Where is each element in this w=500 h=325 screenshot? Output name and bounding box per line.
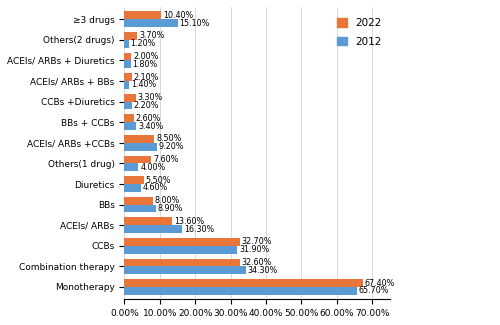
Bar xyxy=(124,279,363,287)
Text: 15.10%: 15.10% xyxy=(180,19,210,28)
Bar xyxy=(124,205,156,213)
Text: 32.70%: 32.70% xyxy=(242,237,272,246)
Bar xyxy=(124,217,172,225)
Text: 2.10%: 2.10% xyxy=(134,73,159,82)
Text: 8.00%: 8.00% xyxy=(154,196,180,205)
Bar xyxy=(124,259,240,266)
Bar xyxy=(124,40,128,48)
Text: 67.40%: 67.40% xyxy=(365,279,395,288)
Bar xyxy=(124,163,138,171)
Text: 8.50%: 8.50% xyxy=(156,135,182,143)
Bar xyxy=(124,238,240,246)
Bar xyxy=(124,122,136,130)
Legend: 2022, 2012: 2022, 2012 xyxy=(334,15,385,50)
Text: 9.20%: 9.20% xyxy=(158,142,184,151)
Text: 2.60%: 2.60% xyxy=(136,114,160,123)
Text: 3.30%: 3.30% xyxy=(138,93,163,102)
Bar xyxy=(124,94,136,102)
Text: 34.30%: 34.30% xyxy=(248,266,278,275)
Bar xyxy=(124,135,154,143)
Text: 4.60%: 4.60% xyxy=(142,183,168,192)
Bar xyxy=(124,156,151,163)
Text: 2.00%: 2.00% xyxy=(133,52,158,61)
Bar xyxy=(124,73,132,81)
Text: 10.40%: 10.40% xyxy=(163,11,193,20)
Text: 8.90%: 8.90% xyxy=(158,204,183,213)
Bar xyxy=(124,176,144,184)
Text: 5.50%: 5.50% xyxy=(146,176,171,185)
Bar xyxy=(124,184,140,192)
Text: 1.40%: 1.40% xyxy=(131,81,156,89)
Text: 1.20%: 1.20% xyxy=(130,39,156,48)
Text: 2.20%: 2.20% xyxy=(134,101,160,110)
Text: 3.40%: 3.40% xyxy=(138,122,164,131)
Text: 4.00%: 4.00% xyxy=(140,163,166,172)
Text: 65.70%: 65.70% xyxy=(359,286,390,295)
Bar xyxy=(124,266,246,274)
Bar xyxy=(124,197,152,205)
Bar xyxy=(124,114,134,122)
Text: 31.90%: 31.90% xyxy=(239,245,270,254)
Bar xyxy=(124,102,132,110)
Text: 13.60%: 13.60% xyxy=(174,217,204,226)
Bar xyxy=(124,11,161,19)
Bar xyxy=(124,60,130,68)
Bar xyxy=(124,19,178,27)
Text: 3.70%: 3.70% xyxy=(139,32,164,41)
Bar xyxy=(124,287,357,295)
Bar xyxy=(124,32,138,40)
Text: 16.30%: 16.30% xyxy=(184,225,214,234)
Bar xyxy=(124,53,132,60)
Text: 1.80%: 1.80% xyxy=(132,60,158,69)
Bar xyxy=(124,225,182,233)
Text: 7.60%: 7.60% xyxy=(153,155,178,164)
Bar xyxy=(124,143,157,151)
Bar xyxy=(124,81,130,89)
Text: 32.60%: 32.60% xyxy=(242,258,272,267)
Bar xyxy=(124,246,238,254)
